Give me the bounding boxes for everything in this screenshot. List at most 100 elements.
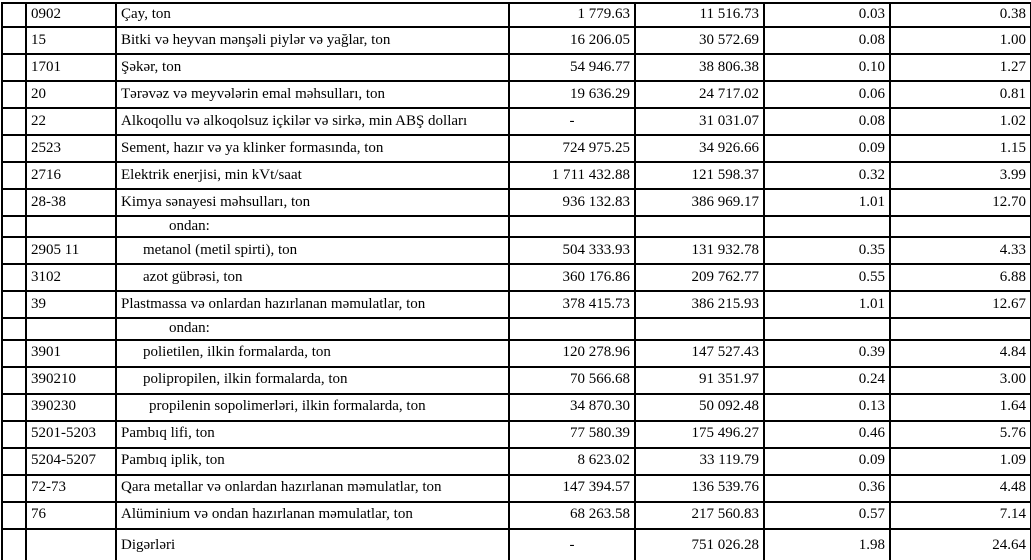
value-cell: 0.35 <box>763 236 891 266</box>
commodity-name-cell: Qara metallar və onlardan hazırlanan məm… <box>115 473 510 503</box>
commodity-name-cell: Alüminium və ondan hazırlanan məmulatlar… <box>115 500 510 530</box>
commodity-code-cell: 3901 <box>25 338 117 368</box>
value-cell <box>508 317 636 341</box>
commodity-name-cell: Çay, ton <box>115 2 510 28</box>
commodity-code-cell: 1701 <box>25 53 117 82</box>
value-cell: 24.64 <box>889 527 1031 560</box>
commodity-code-cell: 15 <box>25 26 117 55</box>
row-marker-cell <box>1 188 27 217</box>
value-cell: 147 527.43 <box>634 338 765 368</box>
table-row: ondan: <box>1 214 1031 239</box>
value-cell: 0.39 <box>763 338 891 368</box>
table-row: 390210 polipropilen, ilkin formalarda, to… <box>1 365 1031 395</box>
value-cell: 724 975.25 <box>508 134 636 163</box>
row-marker-cell <box>1 161 27 190</box>
commodity-name-cell: ondan: <box>115 214 510 239</box>
value-cell: 1.02 <box>889 107 1031 136</box>
commodity-code-cell <box>25 214 117 239</box>
table-row: 39 Plastmassa və onlardan hazırlanan məmu… <box>1 290 1031 320</box>
table-row: 22 Alkoqollu və alkoqolsuz içkilər və sir… <box>1 107 1031 136</box>
value-cell: 31 031.07 <box>634 107 765 136</box>
commodity-name-cell: Bitki və heyvan mənşəli piylər və yağlar… <box>115 26 510 55</box>
table-row: Digərləri -751 026.28 1.98 24.64 <box>1 527 1031 560</box>
row-marker-cell <box>1 236 27 266</box>
commodity-name-cell: azot gübrəsi, ton <box>115 263 510 293</box>
table-row: 2905 11 metanol (metil spirti), ton 504 33… <box>1 236 1031 266</box>
value-cell: 12.67 <box>889 290 1031 320</box>
commodity-code-cell: 2905 11 <box>25 236 117 266</box>
value-cell: 147 394.57 <box>508 473 636 503</box>
value-cell: 0.32 <box>763 161 891 190</box>
commodity-code-cell: 5201-5203 <box>25 419 117 449</box>
value-cell <box>634 214 765 239</box>
row-marker-cell <box>1 392 27 422</box>
row-marker-cell <box>1 317 27 341</box>
value-cell: 34 926.66 <box>634 134 765 163</box>
table-row: 15 Bitki və heyvan mənşəli piylər və yağl… <box>1 26 1031 55</box>
commodity-code-cell: 390230 <box>25 392 117 422</box>
value-cell: 50 092.48 <box>634 392 765 422</box>
commodity-name-cell: Digərləri <box>115 527 510 560</box>
commodity-code-cell: 22 <box>25 107 117 136</box>
commodity-name-cell: polietilen, ilkin formalarda, ton <box>115 338 510 368</box>
value-cell: 1.01 <box>763 290 891 320</box>
value-cell: 1 779.63 <box>508 2 636 28</box>
value-cell <box>634 317 765 341</box>
value-cell <box>889 317 1031 341</box>
value-cell: 0.55 <box>763 263 891 293</box>
value-cell: 16 206.05 <box>508 26 636 55</box>
commodity-code-cell <box>25 317 117 341</box>
commodity-name-cell: Plastmassa və onlardan hazırlanan məmula… <box>115 290 510 320</box>
commodity-code-cell: 39 <box>25 290 117 320</box>
value-cell: 504 333.93 <box>508 236 636 266</box>
commodity-name-cell: Şəkər, ton <box>115 53 510 82</box>
commodity-name-cell: Pambıq lifi, ton <box>115 419 510 449</box>
commodity-code-cell: 3102 <box>25 263 117 293</box>
value-cell: 360 176.86 <box>508 263 636 293</box>
table-row: 76 Alüminium və ondan hazırlanan məmulatl… <box>1 500 1031 530</box>
commodity-code-cell: 0902 <box>25 2 117 28</box>
value-cell: 0.08 <box>763 107 891 136</box>
value-cell: - <box>508 107 636 136</box>
value-cell: - <box>508 527 636 560</box>
commodity-code-cell: 28-38 <box>25 188 117 217</box>
value-cell: 54 946.77 <box>508 53 636 82</box>
value-cell: 131 932.78 <box>634 236 765 266</box>
table-row: 3901 polietilen, ilkin formalarda, ton 120… <box>1 338 1031 368</box>
table-row: 20 Tərəvəz və meyvələrin emal məhsulları,… <box>1 80 1031 109</box>
value-cell: 0.13 <box>763 392 891 422</box>
table-row: 0902 Çay, ton 1 779.63 11 516.73 0.03 0.38 <box>1 2 1031 28</box>
row-marker-cell <box>1 500 27 530</box>
value-cell: 12.70 <box>889 188 1031 217</box>
row-marker-cell <box>1 365 27 395</box>
row-marker-cell <box>1 214 27 239</box>
value-cell <box>763 214 891 239</box>
value-cell <box>763 317 891 341</box>
commodity-code-cell: 2523 <box>25 134 117 163</box>
value-cell: 1 711 432.88 <box>508 161 636 190</box>
value-cell: 0.09 <box>763 134 891 163</box>
row-marker-cell <box>1 419 27 449</box>
value-cell: 386 969.17 <box>634 188 765 217</box>
value-cell: 8 623.02 <box>508 446 636 476</box>
row-marker-cell <box>1 134 27 163</box>
value-cell: 386 215.93 <box>634 290 765 320</box>
value-cell: 378 415.73 <box>508 290 636 320</box>
commodity-name-cell: Kimya sənayesi məhsulları, ton <box>115 188 510 217</box>
commodity-code-cell: 76 <box>25 500 117 530</box>
value-cell: 0.36 <box>763 473 891 503</box>
value-cell: 0.03 <box>763 2 891 28</box>
value-cell: 7.14 <box>889 500 1031 530</box>
row-marker-cell <box>1 446 27 476</box>
commodity-code-cell: 72-73 <box>25 473 117 503</box>
row-marker-cell <box>1 26 27 55</box>
value-cell: 136 539.76 <box>634 473 765 503</box>
commodity-code-cell: 20 <box>25 80 117 109</box>
value-cell: 209 762.77 <box>634 263 765 293</box>
row-marker-cell <box>1 107 27 136</box>
value-cell: 1.00 <box>889 26 1031 55</box>
value-cell: 1.27 <box>889 53 1031 82</box>
commodity-name-cell: metanol (metil spirti), ton <box>115 236 510 266</box>
